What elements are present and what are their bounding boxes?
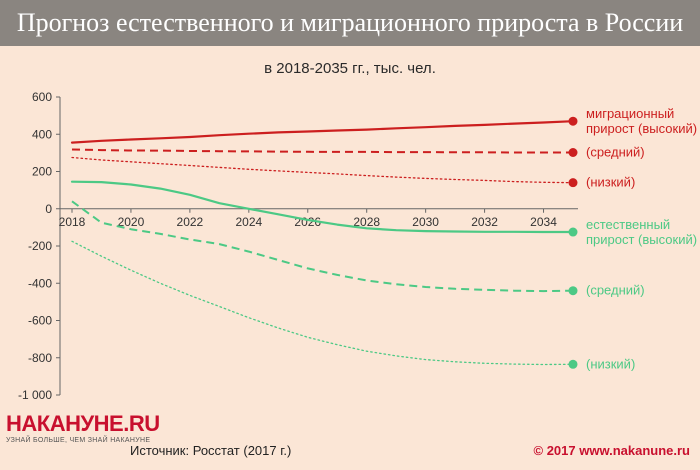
series-label-line: прирост (высокий) xyxy=(586,121,697,136)
series-label-line: (низкий) xyxy=(586,175,635,190)
series-label-line: (средний) xyxy=(586,283,645,298)
y-tick-label: 0 xyxy=(45,202,52,216)
chart-series-labels: миграционный прирост (высокий)(средний)(н… xyxy=(586,106,697,371)
y-tick-label: -800 xyxy=(28,351,52,365)
x-tick-label: 2028 xyxy=(353,215,380,229)
brand-logo[interactable]: НАКАНУНЕ.RU УЗНАЙ БОЛЬШЕ, ЧЕМ ЗНАЙ НАКАН… xyxy=(6,411,160,445)
series-label: (средний) xyxy=(586,283,645,298)
series-line-natural-dashed xyxy=(71,200,574,293)
copyright-link[interactable]: © 2017 www.nakanune.ru xyxy=(533,443,690,458)
source-note: Источник: Росстат (2017 г.) xyxy=(130,443,292,458)
series-label: миграционный прирост (высокий) xyxy=(586,106,697,136)
y-tick-label: -600 xyxy=(28,314,52,328)
x-tick-label: 2034 xyxy=(530,215,557,229)
chart-lines xyxy=(70,120,575,366)
series-line-migration-dashed xyxy=(71,148,573,154)
brand-tagline: УЗНАЙ БОЛЬШЕ, ЧЕМ ЗНАЙ НАКАНУНЕ xyxy=(6,437,151,444)
series-label-line: естественный xyxy=(586,217,670,232)
series-line-migration-dotted xyxy=(71,156,574,184)
series-label: (низкий) xyxy=(586,356,635,371)
chart-axes: 600 400 200 0 -200 -400 -600 -800 -1 000 2018 2020… xyxy=(18,90,578,402)
series-label: (средний) xyxy=(586,145,645,160)
x-tick-label: 2032 xyxy=(471,215,498,229)
x-tick-label: 2018 xyxy=(59,215,86,229)
series-label: (низкий) xyxy=(586,175,635,190)
x-tick-label: 2022 xyxy=(177,215,204,229)
series-label: естественный прирост (высокий) xyxy=(586,217,697,247)
series-line-natural-dotted xyxy=(71,240,574,366)
brand-name: НАКАНУНЕ.RU xyxy=(6,411,160,436)
x-tick-label: 2020 xyxy=(118,215,145,229)
series-end-marker xyxy=(568,178,578,188)
header-bar: Прогноз естественного и миграционного пр… xyxy=(0,0,700,46)
y-tick-label: 200 xyxy=(32,165,52,179)
y-tick-label: -400 xyxy=(28,276,52,290)
x-tick-label: 2024 xyxy=(235,215,262,229)
series-end-marker xyxy=(568,286,578,296)
series-label-line: прирост (высокий) xyxy=(586,232,697,247)
series-end-marker xyxy=(568,116,578,126)
chart-markers xyxy=(568,116,578,369)
series-line-migration-solid xyxy=(70,120,575,144)
y-tick-label: -1 000 xyxy=(18,388,52,402)
chart-title: Прогноз естественного и миграционного пр… xyxy=(16,8,684,37)
y-tick-label: 400 xyxy=(32,127,52,141)
series-end-marker xyxy=(568,148,578,158)
series-label-line: (средний) xyxy=(586,145,645,160)
series-end-marker xyxy=(568,227,578,237)
chart-subtitle: в 2018-2035 гг., тыс. чел. xyxy=(264,60,436,77)
y-tick-label: 600 xyxy=(32,90,52,104)
x-tick-label: 2030 xyxy=(412,215,439,229)
series-end-marker xyxy=(568,359,578,369)
y-tick-label: -200 xyxy=(28,239,52,253)
series-label-line: миграционный xyxy=(586,106,674,121)
series-line-natural-solid xyxy=(70,180,575,234)
series-label-line: (низкий) xyxy=(586,356,635,371)
